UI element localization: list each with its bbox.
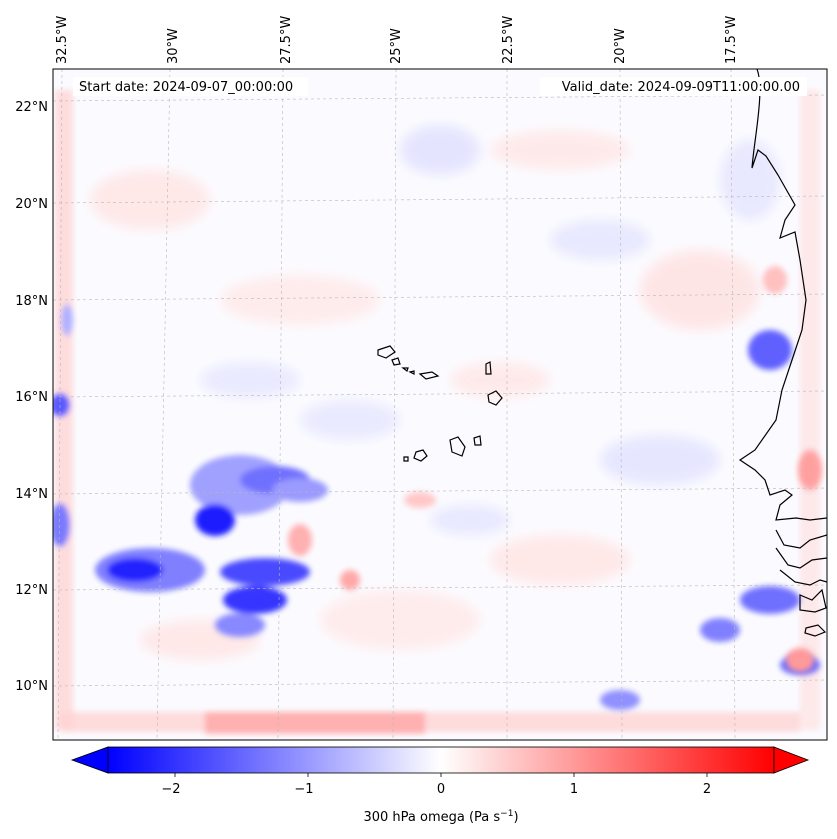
colorbar-label-exponent: −1 [500, 809, 513, 819]
map-frame [52, 68, 828, 741]
omega-field-descent [288, 266, 822, 672]
lon-tick-label: 30°W [166, 28, 181, 64]
start-date-label: Start date: 2024-09-07_00:00:00 [79, 80, 293, 95]
colorbar-tick-label: 2 [703, 782, 711, 797]
latitude-tick-labels: 22°N 20°N 18°N 16°N 14°N 12°N 10°N [15, 100, 48, 694]
colorbar-tick-label: −1 [294, 782, 313, 797]
colorbar-label: 300 hPa omega (Pa s−1) [363, 809, 518, 825]
lat-tick-label: 10°N [15, 679, 48, 694]
start-date-box [73, 77, 308, 96]
colorbar-body [107, 746, 775, 774]
map-area [53, 69, 827, 740]
lon-tick-label: 25°W [389, 28, 404, 64]
lon-tick-label: 27.5°W [279, 16, 294, 64]
colorbar-label-close: ) [513, 810, 518, 825]
colorbar-tick-label: 0 [437, 782, 445, 797]
lon-tick-label: 22.5°W [501, 16, 516, 64]
lat-tick-label: 14°N [15, 487, 48, 502]
colorbar-label-main: 300 hPa omega (Pa s [363, 810, 500, 825]
colorbar-tick-label: 1 [570, 782, 578, 797]
colorbar-tick-label: −2 [161, 782, 180, 797]
colorbar: −2 −1 0 1 2 300 hPa omega (Pa s−1) [70, 746, 810, 825]
lon-tick-label: 17.5°W [724, 16, 739, 64]
lat-tick-label: 22°N [15, 100, 48, 115]
longitude-tick-labels: 32.5°W 30°W 27.5°W 25°W 22.5°W 20°W 17.5… [55, 16, 739, 64]
lat-tick-label: 20°N [15, 197, 48, 212]
africa-coastline [738, 69, 827, 637]
colorbar-extend-low [70, 746, 109, 774]
omega-field-boundary [53, 90, 820, 734]
omega-field-faint-patches [90, 125, 780, 660]
lat-tick-label: 18°N [15, 294, 48, 309]
valid-date-label: Valid_date: 2024-09-09T11:00:00.00 [562, 80, 800, 95]
lat-tick-label: 16°N [15, 390, 48, 405]
map-gridlines [53, 69, 827, 740]
colorbar-extend-high [773, 746, 810, 774]
colorbar-ticks [174, 773, 708, 777]
cape-verde-islands [377, 345, 503, 462]
lon-tick-label: 20°W [613, 28, 628, 64]
lat-tick-label: 12°N [15, 583, 48, 598]
valid-date-box [540, 77, 807, 96]
colorbar-tick-labels: −2 −1 0 1 2 [161, 782, 711, 797]
lon-tick-label: 32.5°W [55, 16, 70, 64]
